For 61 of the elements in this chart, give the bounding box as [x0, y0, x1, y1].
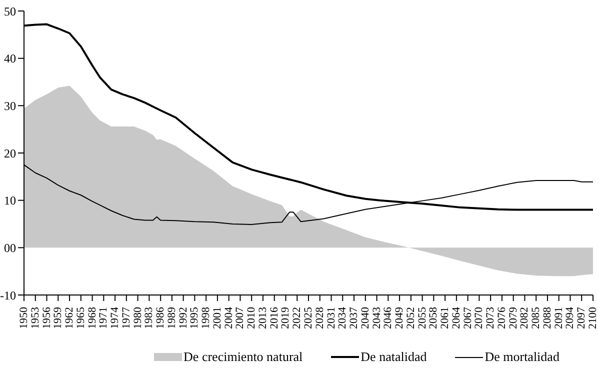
y-tick-label: 50 [4, 4, 16, 18]
x-tick-label: 2082 [518, 307, 531, 329]
y-tick-label: -10 [0, 288, 16, 302]
x-tick-label: 2055 [416, 306, 428, 329]
x-tick-label: 1995 [188, 306, 201, 329]
x-tick-label: 1950 [18, 306, 30, 329]
x-tick-label: 2100 [587, 306, 598, 329]
x-tick-label: 1962 [64, 307, 76, 329]
x-tick-label: 2094 [564, 306, 576, 329]
x-tick-label: 2076 [496, 306, 508, 329]
x-tick-label: 2046 [382, 306, 394, 329]
legend-label: De mortalidad [484, 349, 560, 365]
x-tick-label: 2022 [291, 307, 304, 329]
x-tick-label: 1971 [98, 307, 110, 329]
x-tick-label: 2091 [552, 307, 565, 329]
x-tick-label: 1989 [166, 306, 178, 329]
x-tick-label: 2010 [246, 306, 258, 329]
y-tick-label: 10 [4, 194, 16, 208]
x-tick-label: 1959 [52, 306, 64, 329]
y-tick-label: 20 [4, 146, 16, 160]
x-tick-label: 2013 [256, 306, 269, 329]
x-tick-label: 2037 [348, 306, 360, 329]
x-tick-label: 1983 [143, 306, 156, 329]
y-tick-label: 00 [4, 240, 16, 255]
legend-label: De crecimiento natural [184, 349, 303, 365]
y-tick-label: 40 [4, 52, 16, 66]
x-tick-label: 2049 [394, 306, 406, 329]
x-tick-label: 1998 [200, 306, 212, 329]
x-tick-label: 2016 [268, 306, 280, 329]
x-tick-label: 2079 [507, 306, 520, 329]
x-tick-label: 1974 [109, 306, 122, 329]
x-tick-label: 1992 [177, 307, 190, 329]
x-tick-label: 2019 [280, 306, 292, 329]
x-tick-label: 1953 [29, 306, 42, 329]
x-tick-label: 2025 [302, 306, 314, 329]
x-tick-label: 1977 [120, 306, 132, 329]
legend-label: De natalidad [360, 349, 427, 365]
y-tick-label: 30 [4, 98, 16, 113]
x-tick-label: 2085 [530, 306, 542, 329]
x-tick-label: 2031 [325, 307, 338, 329]
x-tick-label: 2070 [473, 306, 486, 329]
x-tick-label: 2043 [370, 306, 383, 329]
x-tick-label: 2001 [211, 307, 224, 329]
x-tick-label: 2007 [234, 306, 246, 329]
x-tick-label: 1986 [154, 306, 167, 329]
x-tick-label: 2088 [541, 306, 554, 329]
x-tick-label: 2040 [359, 306, 372, 329]
x-tick-label: 2067 [462, 306, 474, 329]
x-tick-label: 1956 [40, 306, 53, 329]
x-tick-label: 2004 [222, 306, 235, 329]
x-tick-label: 2064 [450, 306, 462, 329]
x-tick-label: 1965 [74, 306, 87, 329]
x-tick-label: 2097 [576, 306, 588, 329]
x-tick-label: 1968 [86, 306, 98, 329]
x-tick-label: 1980 [132, 306, 144, 329]
x-tick-label: 2061 [439, 307, 452, 329]
x-tick-label: 2073 [484, 306, 497, 329]
x-tick-label: 2034 [336, 306, 349, 329]
x-tick-label: 2058 [428, 306, 440, 329]
x-tick-label: 2028 [314, 306, 326, 329]
x-tick-label: 2052 [404, 307, 417, 329]
